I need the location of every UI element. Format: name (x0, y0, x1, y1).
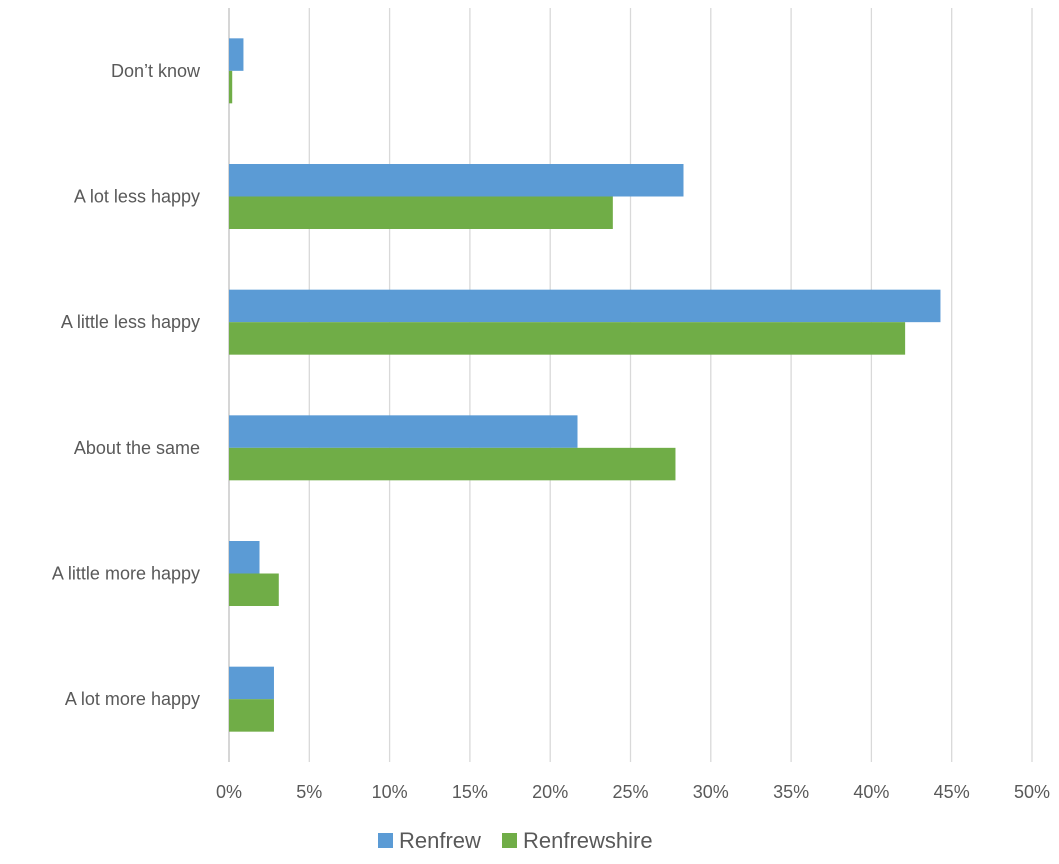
x-tick-label: 30% (693, 782, 729, 802)
category-label: A lot more happy (65, 689, 200, 709)
x-tick-label: 10% (372, 782, 408, 802)
category-label: Don’t know (111, 61, 201, 81)
x-tick-label: 25% (612, 782, 648, 802)
x-axis-tick-labels: 0% 5% 10% 15% 20% 25% 30% 35% 40% 45% 50% (216, 782, 1050, 802)
legend-swatch-renfrew (378, 833, 393, 848)
x-tick-label: 50% (1014, 782, 1050, 802)
x-tick-label: 15% (452, 782, 488, 802)
bar-renfrew-a-lot-less-happy (229, 164, 684, 197)
legend-label-renfrew: Renfrew (399, 828, 481, 853)
bar-renfrew-a-little-less-happy (229, 289, 941, 323)
x-tick-label: 20% (532, 782, 568, 802)
bar-renfrew-about-the-same (229, 415, 578, 448)
x-tick-label: 0% (216, 782, 242, 802)
bar-renfrewshire-about-the-same (229, 447, 676, 481)
bar-renfrewshire-a-little-more-happy (229, 573, 279, 606)
legend-swatch-renfrewshire (502, 833, 517, 848)
x-tick-label: 40% (853, 782, 889, 802)
x-tick-label: 35% (773, 782, 809, 802)
legend: Renfrew Renfrewshire (378, 828, 653, 853)
category-label: A little more happy (52, 564, 200, 584)
x-tick-label: 45% (934, 782, 970, 802)
category-label: A lot less happy (74, 187, 200, 207)
x-tick-label: 5% (296, 782, 322, 802)
gridlines (228, 8, 1033, 762)
bar-renfrewshire-a-little-less-happy (229, 322, 906, 355)
bar-renfrewshire-a-lot-less-happy (229, 196, 613, 229)
category-labels: A lot more happy A little more happy About… (52, 61, 201, 709)
bar-renfrew-don-t-know (229, 38, 244, 71)
bar-renfrew-a-lot-more-happy (229, 666, 274, 700)
legend-label-renfrewshire: Renfrewshire (523, 828, 653, 853)
bars (229, 38, 941, 732)
category-label: A little less happy (61, 312, 200, 332)
bar-renfrew-a-little-more-happy (229, 541, 260, 574)
bar-renfrewshire-a-lot-more-happy (229, 699, 274, 732)
category-label: About the same (74, 438, 200, 458)
bar-renfrewshire-don-t-know (229, 70, 233, 104)
